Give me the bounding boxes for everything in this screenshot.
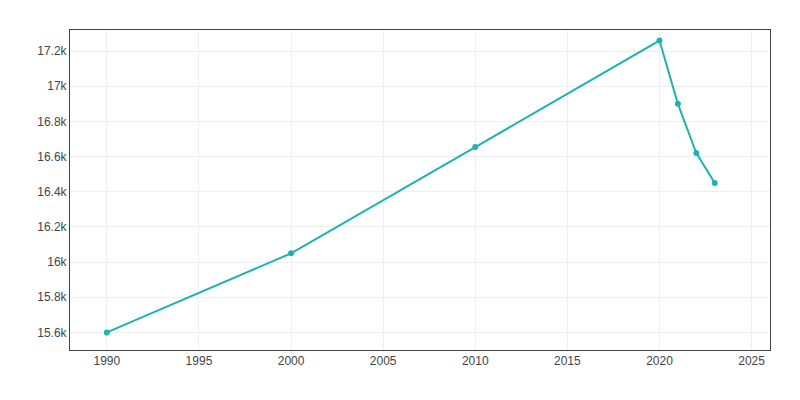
svg-text:1995: 1995 <box>186 354 213 368</box>
svg-text:16.6k: 16.6k <box>37 150 67 164</box>
svg-text:2015: 2015 <box>554 354 581 368</box>
svg-text:16.4k: 16.4k <box>37 185 67 199</box>
svg-text:2005: 2005 <box>370 354 397 368</box>
svg-text:16.8k: 16.8k <box>37 115 67 129</box>
svg-text:1990: 1990 <box>93 354 120 368</box>
svg-text:2010: 2010 <box>462 354 489 368</box>
svg-text:2020: 2020 <box>646 354 673 368</box>
svg-text:17k: 17k <box>47 79 67 93</box>
svg-text:2000: 2000 <box>278 354 305 368</box>
svg-text:17.2k: 17.2k <box>37 44 67 58</box>
svg-text:15.6k: 15.6k <box>37 326 67 340</box>
svg-text:2025: 2025 <box>738 354 765 368</box>
svg-text:16k: 16k <box>47 255 67 269</box>
svg-text:16.2k: 16.2k <box>37 220 67 234</box>
svg-text:15.8k: 15.8k <box>37 290 67 304</box>
